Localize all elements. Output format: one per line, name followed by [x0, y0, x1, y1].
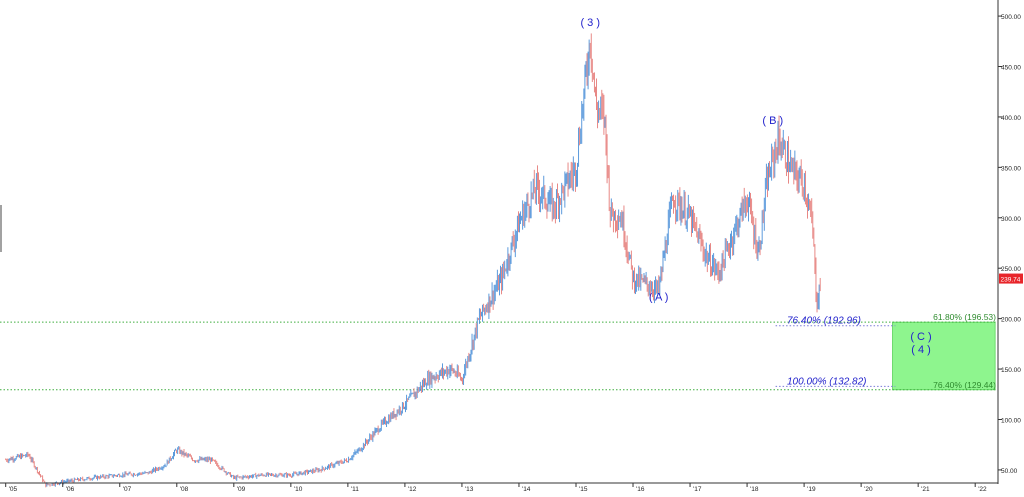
x-tick-label: '11: [351, 486, 359, 492]
x-tick-label: '13: [465, 486, 474, 492]
x-tick-label: '17: [693, 486, 702, 492]
x-tick-label: '15: [579, 486, 588, 492]
x-tick-label: '19: [807, 486, 816, 492]
x-tick-label: '20: [864, 486, 873, 492]
x-tick-label: '10: [294, 486, 303, 492]
wave-label: ( A ): [649, 291, 669, 303]
y-tick-label: 100.00: [1001, 417, 1021, 424]
x-tick-label: '09: [237, 486, 246, 492]
y-tick-label: 300.00: [1001, 216, 1021, 223]
fib-level-label: 76.40% (129.44): [933, 380, 996, 390]
x-tick-label: '08: [180, 486, 189, 492]
y-tick-label: 200.00: [1001, 317, 1021, 324]
wave-label: ( B ): [762, 115, 783, 127]
y-tick-label: 400.00: [1001, 115, 1021, 122]
x-tick-label: '22: [978, 486, 987, 492]
y-tick-label: 150.00: [1001, 367, 1021, 374]
fib-level-label: 61.80% (196.53): [933, 312, 996, 322]
x-tick-label: '12: [408, 486, 417, 492]
fib-level-label: 76.40% (192.96): [787, 316, 861, 327]
wave-label: ( C ): [910, 331, 931, 343]
x-tick-label: '16: [636, 486, 645, 492]
y-tick-label: 250.00: [1001, 266, 1021, 273]
x-tick-label: '18: [750, 486, 759, 492]
x-tick-label: '21: [921, 486, 930, 492]
x-tick-label: '05: [9, 486, 18, 492]
plot-area: [0, 33, 998, 488]
x-tick-label: '07: [123, 486, 132, 492]
x-tick-label: '06: [66, 486, 75, 492]
last-price-label: 239.74: [1001, 277, 1021, 284]
y-tick-label: 500.00: [1001, 14, 1021, 21]
target-zone: [892, 321, 996, 391]
fib-level-label: 100.00% (132.82): [787, 376, 867, 387]
wave-label: ( 3 ): [580, 17, 600, 29]
annotations: ( 3 ) ( A ) ( B ) ( C )( 4 ) 76.40% (192.96)…: [580, 17, 996, 390]
y-tick-label: 50.00: [1001, 468, 1018, 475]
y-tick-label: 450.00: [1001, 65, 1021, 72]
y-tick-label: 350.00: [1001, 165, 1021, 172]
x-tick-label: '14: [522, 486, 531, 492]
wave-label: ( 4 ): [911, 344, 931, 356]
last-price-tag: [999, 273, 1023, 284]
price-bars: [5, 33, 821, 488]
